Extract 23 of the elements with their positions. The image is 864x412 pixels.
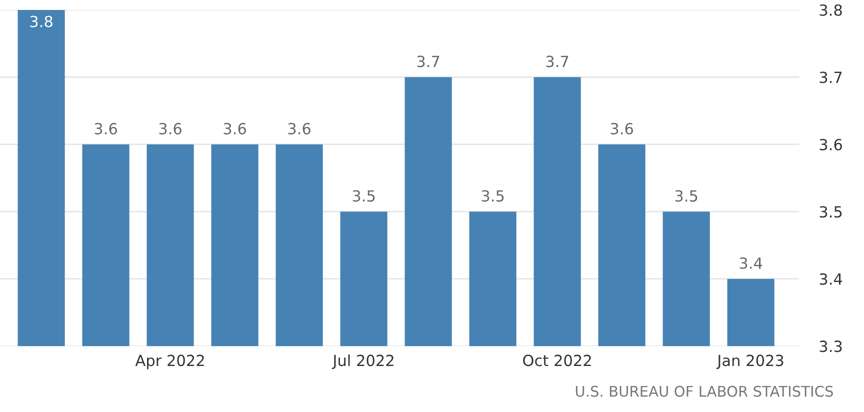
y-tick-label: 3.4 <box>820 273 842 285</box>
y-tick-label: 3.5 <box>820 206 842 218</box>
data-label: 3.5 <box>352 190 375 202</box>
data-label: 3.5 <box>482 190 504 202</box>
data-label: 3.6 <box>224 122 246 134</box>
x-tick-label: Jan 2023 <box>716 354 784 370</box>
data-label: 3.7 <box>417 56 440 68</box>
data-label: 3.4 <box>740 257 762 269</box>
x-tick-label: Oct 2022 <box>523 354 591 366</box>
data-label: 3.6 <box>288 122 310 134</box>
data-label: 3.5 <box>675 190 698 202</box>
data-label: 3.6 <box>610 122 633 134</box>
y-tick-label: 3.8 <box>820 4 842 16</box>
y-tick-label: 3.7 <box>820 72 842 84</box>
x-tick-label: Apr 2022 <box>135 354 204 370</box>
data-label: 3.7 <box>546 56 568 68</box>
text: U.S. BUREAU OF LABOR STATISTICS <box>576 386 833 397</box>
y-tick-label: 3.3 <box>820 340 842 352</box>
data-label: 3.8 <box>30 16 52 28</box>
y-tick-label: 3.6 <box>820 138 842 150</box>
data-label: 3.6 <box>159 122 182 134</box>
x-tick-label: Jul 2022 <box>332 354 394 370</box>
data-label: 3.6 <box>94 122 117 134</box>
